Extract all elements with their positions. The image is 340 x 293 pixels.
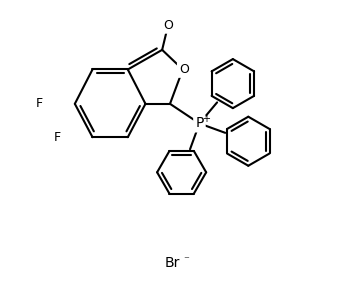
Text: O: O xyxy=(163,19,173,32)
Text: F: F xyxy=(54,131,61,144)
Text: F: F xyxy=(36,97,43,110)
Text: O: O xyxy=(179,63,189,76)
Text: ⁻: ⁻ xyxy=(183,255,189,265)
Text: P: P xyxy=(195,116,204,130)
Text: +: + xyxy=(202,114,210,124)
Text: Br: Br xyxy=(165,256,181,270)
